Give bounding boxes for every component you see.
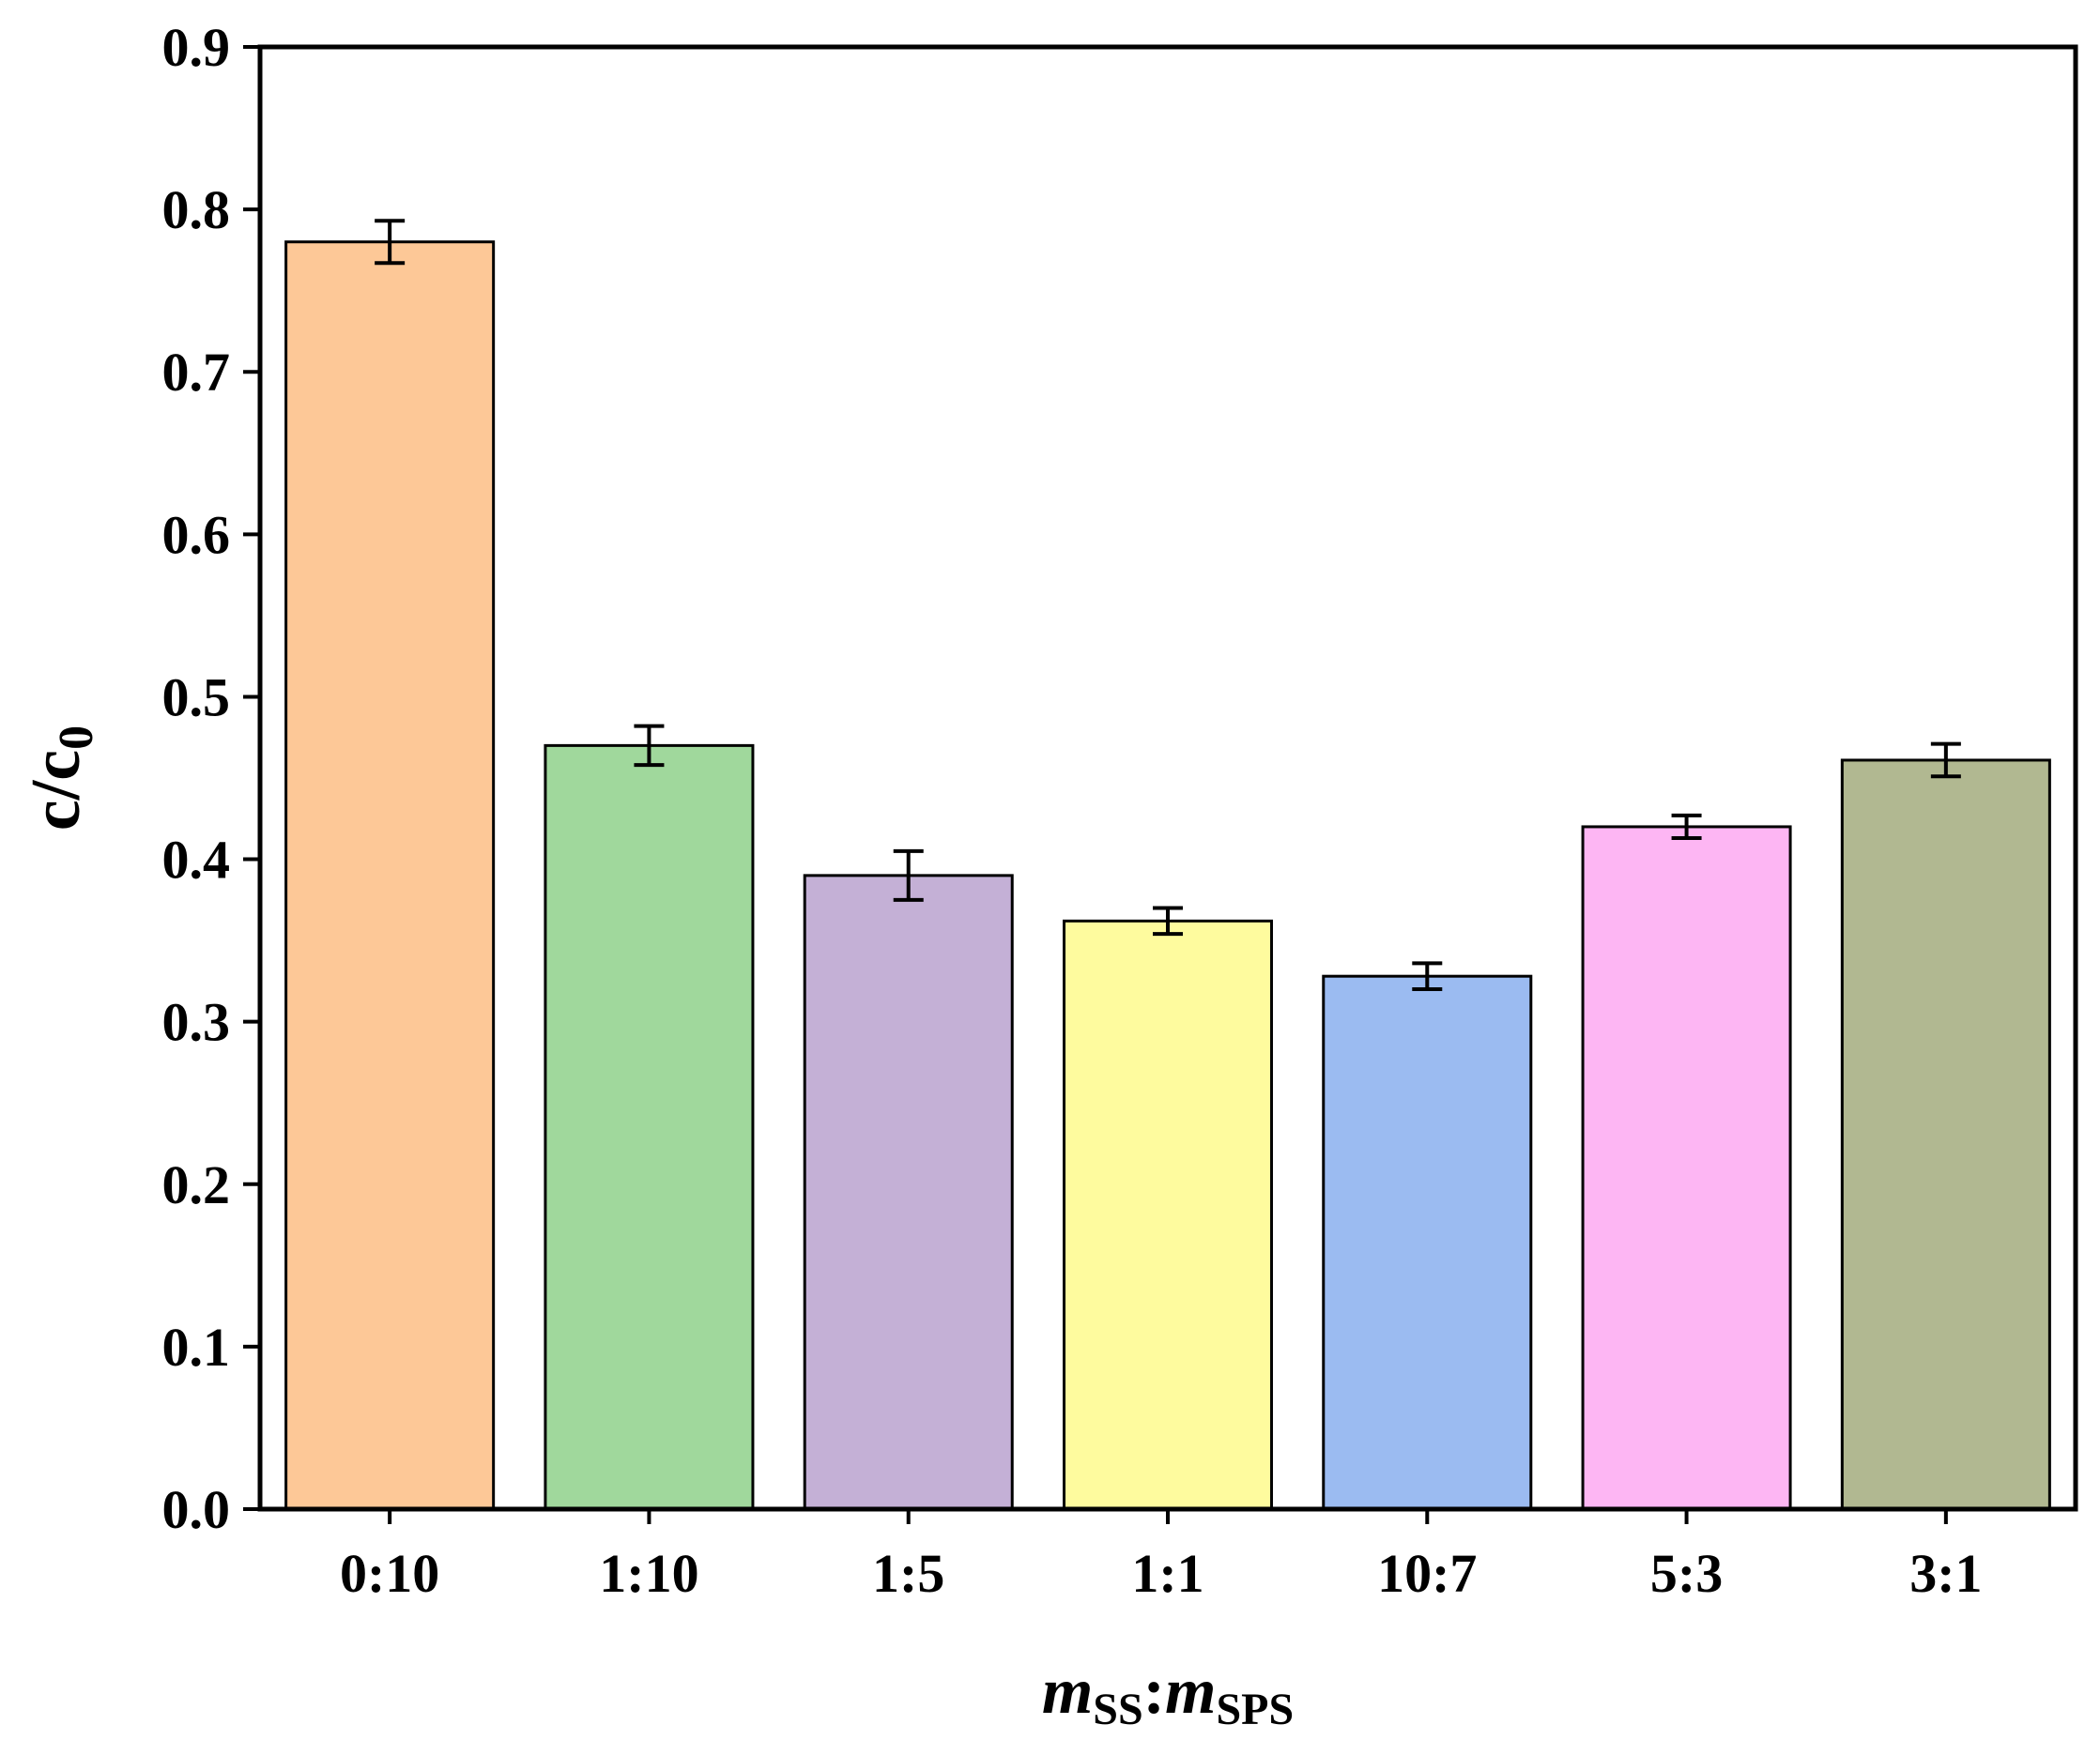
y-tick-label: 0.9 (162, 17, 231, 78)
bar-0-10 (284, 240, 496, 1511)
y-tick-label: 0.3 (162, 992, 231, 1053)
x-axis-title-m2: m (1165, 1656, 1216, 1728)
bar-3-1 (1840, 758, 2051, 1511)
bar-1-1 (1062, 919, 1274, 1511)
bar-10-7 (1322, 974, 1533, 1511)
x-tick-label: 10:7 (1377, 1543, 1477, 1604)
y-axis-title-main: c/c (18, 750, 95, 831)
y-tick-label: 0.0 (162, 1479, 231, 1540)
x-tick-label: 0:10 (340, 1543, 439, 1604)
bars-layer (284, 240, 2051, 1511)
x-tick-label: 1:1 (1131, 1543, 1203, 1604)
y-tick-label: 0.8 (162, 179, 231, 240)
x-axis-ticks: 0:10 1:10 1:5 1:1 10:7 5:3 3:1 (340, 1509, 1983, 1604)
y-axis-title-sub: 0 (50, 725, 103, 750)
x-axis-title-sub2: SPS (1216, 1685, 1294, 1734)
y-tick-label: 0.6 (162, 504, 231, 565)
bar-5-3 (1581, 825, 1792, 1511)
bar-1-10 (544, 743, 755, 1511)
error-bars-layer (375, 219, 1961, 992)
bar-1-5 (803, 874, 1014, 1511)
x-tick-label: 1:10 (599, 1543, 698, 1604)
y-tick-label: 0.5 (162, 666, 231, 727)
x-axis-title: mSS:mSPS (1042, 1656, 1294, 1734)
y-tick-label: 0.1 (162, 1317, 231, 1378)
y-axis-ticks: 0.0 0.1 0.2 0.3 0.4 0.5 0.6 0.7 0.8 0.9 (162, 17, 260, 1540)
x-tick-label: 3:1 (1909, 1543, 1982, 1604)
y-tick-label: 0.2 (162, 1154, 231, 1215)
y-tick-label: 0.4 (162, 830, 231, 891)
x-axis-title-sub1: SS (1093, 1685, 1142, 1734)
x-axis-title-colon: : (1143, 1656, 1165, 1728)
x-tick-label: 5:3 (1650, 1543, 1723, 1604)
y-tick-label: 0.7 (162, 342, 231, 403)
x-axis-title-m1: m (1042, 1656, 1093, 1728)
x-tick-label: 1:5 (872, 1543, 944, 1604)
y-axis-title: c/c0 (18, 725, 103, 831)
